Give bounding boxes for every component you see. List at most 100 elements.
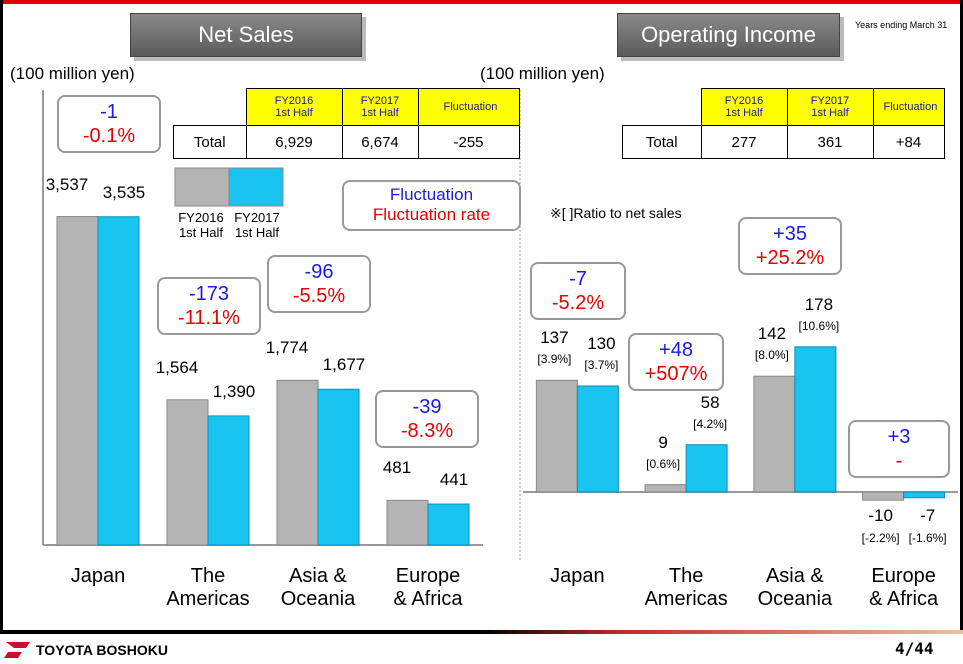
legend-label: FY2017 1st Half xyxy=(234,210,280,240)
fluctuation-value: -39 xyxy=(412,396,442,418)
fluctuation-value: +35 xyxy=(773,223,807,245)
value-label: 58 xyxy=(700,392,720,412)
bar xyxy=(276,379,319,546)
fluctuation-value: +48 xyxy=(659,339,693,361)
table-cell: 361 xyxy=(786,125,874,159)
ratio-label: [4.2%] xyxy=(693,416,728,431)
header-text: FY2016 1st Half xyxy=(274,94,314,119)
legend-label: FY2016 1st Half xyxy=(178,210,224,240)
bar xyxy=(903,491,946,499)
value-label: 142 xyxy=(757,324,787,344)
fluctuation-value: -173 xyxy=(188,283,230,305)
bar xyxy=(97,216,140,546)
bar xyxy=(794,346,837,493)
fluctuation-rate: +507% xyxy=(644,363,708,385)
top-bar xyxy=(0,0,963,4)
fluctuation-rate: -8.3% xyxy=(400,420,454,442)
legend-box: Fluctuation Fluctuation rate xyxy=(342,180,521,231)
value-label: 441 xyxy=(439,470,469,490)
right-border xyxy=(960,0,963,632)
value-label: 1,774 xyxy=(265,338,309,358)
years-note: Years ending March 31 xyxy=(855,20,948,30)
footer-line xyxy=(0,630,963,634)
table-cell: Total xyxy=(622,125,702,159)
value-label: -7 xyxy=(920,505,936,525)
header-text: FY2016 1st Half xyxy=(724,94,764,119)
bar xyxy=(644,484,687,493)
bar xyxy=(535,379,578,493)
value-label: 3,535 xyxy=(102,182,146,202)
table-cell: -255 xyxy=(417,125,520,159)
ratio-label: [8.0%] xyxy=(754,348,789,363)
x-tick-label: The Americas xyxy=(644,565,728,610)
header-text: Fluctuation xyxy=(883,100,938,113)
table-cell: 6,929 xyxy=(245,125,343,159)
left-border xyxy=(0,0,3,632)
bar xyxy=(166,399,209,546)
fluctuation-value: -1 xyxy=(100,101,118,123)
fluctuation-value: +3 xyxy=(887,426,911,448)
ratio-label: [3.9%] xyxy=(537,352,572,367)
table-cell: +84 xyxy=(872,125,945,159)
logo xyxy=(4,642,30,658)
header-text: FY2017 1st Half xyxy=(360,94,400,119)
empty-cell xyxy=(174,89,247,126)
company: TOYOTA BOSHOKU xyxy=(36,642,168,658)
legend-swatch xyxy=(174,167,230,207)
table-cell: 6,674 xyxy=(341,125,419,159)
fluctuation-box: +35 +25.2% xyxy=(738,217,842,275)
bar xyxy=(386,499,429,546)
bar xyxy=(862,491,905,501)
fluctuation-value: -7 xyxy=(569,268,587,290)
legend-swatch xyxy=(228,167,284,207)
fluctuation-rate: -5.5% xyxy=(292,285,346,307)
fluctuation-rate: -11.1% xyxy=(178,307,240,329)
header-text: FY2017 1st Half xyxy=(810,94,850,119)
value-label: 137 xyxy=(540,328,569,348)
bar xyxy=(427,503,470,546)
fluctuation-box: +3- xyxy=(848,420,950,478)
column-header: FY2017 1st Half xyxy=(341,88,419,126)
value-label: 1,564 xyxy=(155,357,199,377)
column-header: FY2017 1st Half xyxy=(786,88,874,126)
column-header: Fluctuation xyxy=(872,88,945,126)
fluctuation-rate: -5.2% xyxy=(551,292,605,314)
ratio-label: [0.6%] xyxy=(646,456,681,471)
x-tick-label: The Americas xyxy=(166,565,250,610)
bar xyxy=(576,385,619,493)
bar xyxy=(685,444,728,493)
table-cell: Total xyxy=(173,125,247,159)
y-axis-label: (100 million yen) xyxy=(10,64,135,83)
value-label: 481 xyxy=(382,458,412,478)
bar xyxy=(56,216,99,546)
ratio-label: [10.6%] xyxy=(798,318,840,333)
chart-title: Net Sales xyxy=(130,13,362,57)
fluctuation-rate: -0.1% xyxy=(82,125,136,147)
fluctuation-value: -96 xyxy=(304,261,334,283)
legend-rate: Fluctuation rate xyxy=(372,205,491,225)
fluctuation-box: -39 -8.3% xyxy=(375,390,479,448)
x-tick-label: Europe & Africa xyxy=(869,565,939,610)
value-label: -10 xyxy=(868,505,893,525)
ratio-label: [3.7%] xyxy=(584,357,619,372)
value-label: 3,537 xyxy=(45,174,89,194)
fluctuation-box: -1 -0.1% xyxy=(57,95,161,153)
x-tick-label: Japan xyxy=(70,565,126,587)
fluctuation-rate: +25.2% xyxy=(755,247,825,269)
x-tick-label: Europe & Africa xyxy=(393,565,463,610)
fluctuation-rate: - xyxy=(895,450,903,472)
summary-table: FY2016 1st Half FY2017 1st Half Fluctuatio… xyxy=(173,88,520,159)
empty-cell xyxy=(623,89,702,126)
chart-title: Operating Income xyxy=(617,13,840,57)
value-label: 9 xyxy=(658,432,668,452)
bar xyxy=(753,375,796,493)
x-tick-label: Asia & Oceania xyxy=(280,565,356,610)
y-axis-label: (100 million yen) xyxy=(480,64,605,83)
legend-fluctuation: Fluctuation xyxy=(389,185,474,204)
column-header: FY2016 1st Half xyxy=(245,88,343,126)
value-label: 1,677 xyxy=(322,355,366,375)
bar xyxy=(207,415,250,546)
header-text: Fluctuation xyxy=(443,100,498,113)
